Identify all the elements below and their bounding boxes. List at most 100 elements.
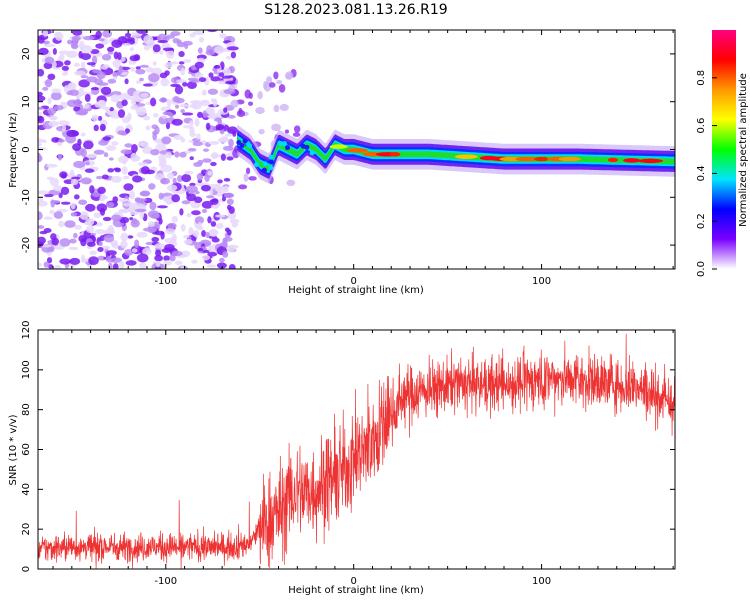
noise-blob [78, 235, 87, 243]
noise-blob [210, 161, 217, 167]
noise-blob [82, 140, 94, 150]
noise-blob [140, 141, 149, 148]
noise-blob [194, 61, 204, 69]
noise-blob [273, 104, 280, 113]
noise-blob [71, 176, 81, 180]
noise-blob [142, 247, 152, 256]
noise-blob [226, 156, 234, 161]
noise-blob [171, 194, 181, 203]
noise-blob [205, 49, 215, 56]
noise-blob [80, 52, 92, 61]
noise-blob [64, 60, 71, 66]
noise-blob [52, 47, 57, 55]
spectrogram-y-tick-label: -10 [21, 189, 32, 205]
noise-blob [38, 36, 45, 44]
noise-blob [69, 238, 77, 244]
noise-blob [214, 46, 225, 54]
noise-blob [136, 231, 148, 238]
noise-blob [276, 80, 283, 85]
noise-blob [163, 255, 171, 262]
spectrogram-y-axis-label: Frequency (Hz) [8, 112, 19, 188]
noise-blob [38, 225, 45, 229]
noise-blob [166, 200, 172, 205]
noise-blob [183, 59, 192, 63]
noise-blob [143, 35, 154, 45]
noise-blob [121, 99, 128, 107]
noise-blob [180, 223, 186, 232]
noise-blob [151, 236, 160, 243]
noise-blob [150, 149, 160, 156]
noise-blob [96, 71, 106, 80]
noise-blob [154, 125, 160, 135]
noise-blob [38, 190, 49, 195]
noise-blob [216, 262, 227, 269]
noise-blob [148, 73, 160, 83]
noise-blob [223, 177, 231, 182]
snr-panel: -100 0 100 0 20 40 60 80 100 120 Height of strai… [8, 320, 676, 596]
noise-blob [181, 250, 191, 258]
noise-blob [170, 83, 181, 88]
noise-blob [38, 106, 45, 111]
noise-blob [117, 130, 127, 136]
noise-blob [181, 174, 192, 183]
noise-blob [134, 197, 142, 203]
noise-blob [189, 103, 198, 109]
noise-blob [114, 168, 122, 173]
noise-blob [102, 216, 112, 222]
colorbar-tick-label: 0.2 [696, 213, 707, 229]
noise-blob [189, 156, 194, 161]
noise-blob [189, 33, 196, 38]
noise-blob [105, 250, 117, 256]
noise-blob [197, 221, 203, 230]
spectrogram-x-tick-label: 0 [350, 276, 356, 287]
noise-blob [70, 202, 76, 210]
figure-title: S128.2023.081.13.26.R19 [264, 2, 447, 18]
noise-blob [107, 51, 114, 55]
ridge-hotspot [389, 152, 401, 157]
noise-blob [166, 172, 174, 180]
noise-blob [226, 46, 239, 51]
noise-blob [118, 260, 125, 269]
noise-blob [189, 182, 196, 187]
noise-blob [205, 106, 213, 115]
noise-blob [101, 245, 111, 250]
noise-blob [201, 208, 208, 214]
noise-blob [85, 225, 95, 234]
noise-blob [181, 112, 194, 116]
noise-blob [178, 50, 185, 58]
noise-blob [42, 30, 49, 37]
noise-blob [124, 78, 129, 85]
noise-blob [129, 190, 136, 200]
noise-blob [139, 191, 150, 197]
noise-blob [134, 239, 140, 249]
spectrogram-x-axis-label: Height of straight line (km) [288, 285, 424, 296]
noise-blob [197, 111, 203, 119]
noise-blob [70, 178, 79, 186]
noise-blob [279, 103, 289, 112]
noise-blob [150, 97, 157, 107]
noise-blob [217, 118, 222, 125]
noise-blob [118, 198, 129, 202]
ridge-blob [261, 167, 267, 173]
noise-blob [147, 221, 156, 227]
noise-blob [78, 79, 90, 88]
noise-blob [68, 246, 79, 251]
noise-blob [207, 170, 213, 176]
noise-blob [58, 220, 65, 228]
snr-x-axis-label: Height of straight line (km) [288, 585, 424, 596]
noise-blob [248, 101, 254, 106]
noise-blob [60, 201, 71, 205]
noise-blob [145, 125, 151, 131]
noise-blob [117, 155, 129, 164]
noise-blob [139, 64, 149, 68]
noise-blob [265, 76, 273, 85]
noise-blob [222, 145, 234, 151]
noise-blob [165, 122, 171, 130]
noise-blob [174, 85, 184, 95]
noise-blob [129, 217, 134, 221]
noise-blob [171, 250, 183, 257]
noise-blob [179, 151, 187, 158]
noise-blob [89, 250, 97, 256]
noise-blob [210, 98, 217, 103]
noise-blob [211, 198, 219, 205]
